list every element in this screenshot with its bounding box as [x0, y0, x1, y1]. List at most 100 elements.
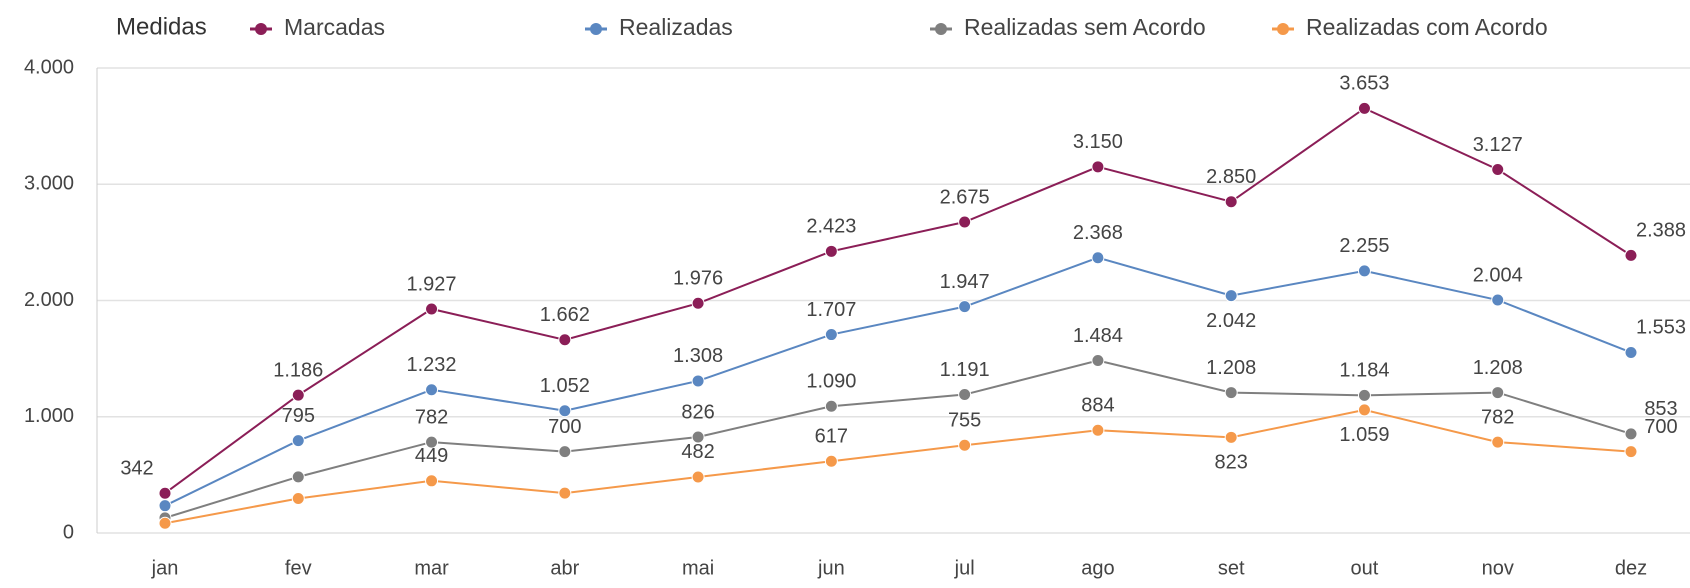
data-label: 3.150	[1073, 131, 1123, 153]
series-line	[164, 359, 1632, 519]
legend-label: Realizadas	[619, 14, 733, 40]
data-label: 1.927	[407, 273, 457, 295]
data-label: 700	[548, 416, 581, 438]
data-point	[425, 435, 439, 449]
data-point	[1224, 195, 1238, 209]
series-line	[164, 107, 1632, 495]
data-point	[558, 404, 572, 418]
x-tick-label: set	[1218, 557, 1245, 579]
data-point	[158, 516, 172, 530]
legend-marker	[590, 23, 602, 35]
x-tick-label: jan	[151, 557, 179, 579]
data-label: 1.947	[940, 271, 990, 293]
data-point	[291, 491, 305, 505]
data-point	[1357, 388, 1371, 402]
data-point	[1224, 430, 1238, 444]
data-point	[691, 296, 705, 310]
data-point	[291, 434, 305, 448]
x-tick-label: fev	[285, 557, 312, 579]
data-point	[824, 399, 838, 413]
data-label: 1.553	[1636, 317, 1686, 339]
data-point	[1357, 101, 1371, 115]
data-point	[1624, 427, 1638, 441]
data-point	[558, 486, 572, 500]
legend-label: Realizadas com Acordo	[1306, 14, 1548, 40]
data-point	[824, 328, 838, 342]
data-point	[1624, 248, 1638, 262]
data-point	[158, 486, 172, 500]
data-label: 853	[1644, 398, 1677, 420]
data-point	[291, 470, 305, 484]
x-tick-label: ago	[1081, 557, 1114, 579]
data-point	[1357, 264, 1371, 278]
x-tick-label: mai	[682, 557, 714, 579]
data-label: 1.208	[1473, 357, 1523, 379]
data-label: 823	[1214, 452, 1247, 474]
data-point	[1091, 251, 1105, 265]
data-point	[558, 333, 572, 347]
data-label: 2.423	[806, 216, 856, 238]
data-label: 1.976	[673, 268, 723, 290]
legend-marker	[1277, 23, 1289, 35]
data-point	[1491, 162, 1505, 176]
legend-label: Realizadas sem Acordo	[964, 14, 1206, 40]
data-label: 1.308	[673, 345, 723, 367]
data-label: 2.368	[1073, 222, 1123, 244]
data-label: 2.042	[1206, 310, 1256, 332]
data-label: 826	[681, 401, 714, 423]
data-point	[558, 445, 572, 459]
data-label: 1.208	[1206, 357, 1256, 379]
data-label: 1.662	[540, 304, 590, 326]
data-label: 1.186	[273, 359, 323, 381]
x-tick-label: out	[1351, 557, 1379, 579]
data-label: 1.707	[806, 299, 856, 321]
data-label: 2.388	[1636, 220, 1686, 242]
x-tick-label: mar	[414, 557, 449, 579]
data-label: 2.004	[1473, 264, 1523, 286]
data-point	[425, 474, 439, 488]
data-label: 782	[415, 406, 448, 428]
data-label: 617	[815, 426, 848, 448]
data-point	[958, 215, 972, 229]
series-line	[164, 408, 1632, 525]
data-label: 1.059	[1339, 424, 1389, 446]
legend-title: Medidas	[116, 13, 207, 40]
data-point	[691, 430, 705, 444]
data-point	[425, 383, 439, 397]
data-point	[958, 438, 972, 452]
x-tick-label: jul	[954, 557, 975, 579]
data-point	[1224, 289, 1238, 303]
data-point	[691, 470, 705, 484]
x-tick-label: jun	[817, 557, 845, 579]
data-label: 1.232	[407, 354, 457, 376]
x-tick-label: nov	[1482, 557, 1514, 579]
data-point	[291, 388, 305, 402]
data-point	[425, 302, 439, 316]
data-label: 3.653	[1339, 73, 1389, 95]
data-label: 1.191	[940, 359, 990, 381]
legend-label: Marcadas	[284, 14, 385, 40]
data-point	[824, 454, 838, 468]
data-label: 3.127	[1473, 134, 1523, 156]
data-point	[958, 300, 972, 314]
data-point	[1357, 403, 1371, 417]
x-tick-label: abr	[550, 557, 579, 579]
data-point	[1091, 160, 1105, 174]
data-point	[958, 388, 972, 402]
data-label: 1.090	[806, 371, 856, 393]
y-tick-label: 0	[63, 521, 74, 543]
data-point	[1491, 435, 1505, 449]
data-label: 755	[948, 410, 981, 432]
data-label: 342	[120, 458, 153, 480]
data-point	[691, 374, 705, 388]
data-point	[1224, 386, 1238, 400]
legend-marker	[935, 23, 947, 35]
data-point	[1624, 345, 1638, 359]
x-tick-label: dez	[1615, 557, 1647, 579]
data-point	[1624, 445, 1638, 459]
data-label: 884	[1081, 395, 1114, 417]
y-tick-label: 4.000	[24, 56, 74, 78]
data-point	[1491, 293, 1505, 307]
data-label: 449	[415, 445, 448, 467]
